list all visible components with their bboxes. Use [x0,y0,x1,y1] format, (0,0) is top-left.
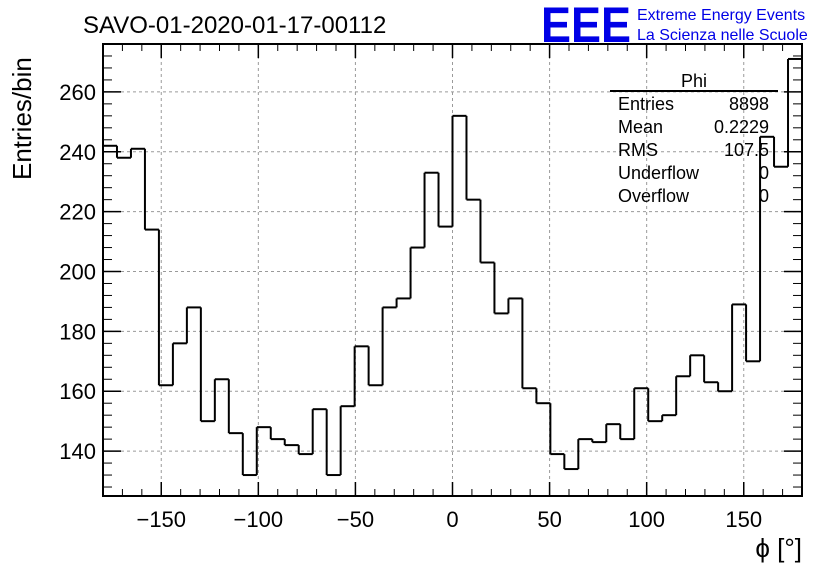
histogram-bin [633,387,649,440]
histogram-bin [255,426,271,476]
histogram-bin [437,172,453,228]
y-tick-label: 260 [59,80,96,105]
histogram-bin [493,262,509,315]
stats-value-entries: 8898 [729,94,769,114]
stats-title: Phi [681,71,707,91]
stats-label-entries: Entries [618,94,674,114]
histogram-bin [563,454,579,471]
histogram-bin [479,199,495,264]
x-tick-label: 100 [628,507,665,532]
x-tick-label: 150 [725,507,762,532]
y-axis-title: Entries/bin [7,57,37,180]
histogram-bin [241,433,257,477]
chart-title: SAVO-01-2020-01-17-00112 [83,12,386,39]
histogram-bin [339,405,355,476]
histogram-bin [787,57,802,167]
histogram-bin [171,342,187,386]
histogram-bars [103,57,802,477]
histogram-bin [157,229,173,387]
histogram-bin [269,427,285,441]
histogram-bin [703,355,719,384]
histogram-bin [367,346,383,387]
histogram-bin [549,403,565,456]
histogram-bin [325,409,341,477]
histogram-bin [451,114,467,227]
org-name-line2: La Scienza nelle Scuole [637,27,808,44]
histogram-bin [731,303,747,392]
histogram-bin [717,382,733,393]
y-tick-label: 200 [59,259,96,284]
tick-labels: −150 −100 −50 0 50 100 150 140 160 180 200 220 240 26… [59,80,762,532]
x-tick-label: 0 [446,507,458,532]
histogram-bin [675,375,691,416]
histogram-bin [297,445,313,456]
stats-value-underflow: 0 [759,163,769,183]
histogram-bin [689,354,705,377]
eee-logo: EEE [541,0,631,53]
stats-label-overflow: Overflow [618,186,690,206]
histogram-bin [577,438,593,470]
stats-label-rms: RMS [618,140,658,160]
histogram-bin [759,135,775,362]
y-tick-label: 140 [59,439,96,464]
grid-lines [103,44,802,496]
histogram-bin [409,246,425,299]
stats-label-mean: Mean [618,117,663,137]
histogram-bin [591,439,607,444]
histogram-bin [647,388,663,423]
axis-ticks [103,44,802,496]
histogram-bin [745,304,761,363]
histogram-bin [423,171,439,248]
histogram-bin [227,379,243,435]
histogram-bin [213,378,229,422]
histogram-bin [311,408,327,455]
y-tick-label: 180 [59,319,96,344]
x-tick-label: −50 [337,507,374,532]
histogram-bin [605,423,621,443]
stats-value-rms: 107.5 [724,140,769,160]
stats-label-underflow: Underflow [618,163,700,183]
histogram-bin [129,147,145,158]
histogram-bin [465,115,481,201]
x-axis-title: ϕ [°] [755,533,802,563]
y-tick-label: 160 [59,379,96,404]
histogram-bin [353,345,369,407]
stats-value-overflow: 0 [759,186,769,206]
histogram-bin [619,424,635,441]
histogram-bin [185,306,201,344]
y-tick-label: 240 [59,140,96,165]
histogram-bin [535,388,551,405]
histogram-bin [773,136,789,168]
x-tick-label: 50 [537,507,561,532]
histogram-bin [283,439,299,447]
histogram-bin [521,298,537,390]
histogram-bin [199,307,215,423]
histogram-bin [143,148,159,231]
stats-box: Phi Entries 8898 Mean 0.2229 RMS 107.5 U… [610,71,778,206]
x-tick-label: −100 [234,507,284,532]
y-tick-label: 220 [59,200,96,225]
org-name-line1: Extreme Energy Events [637,7,805,24]
histogram-bin [395,297,411,308]
x-tick-label: −150 [136,507,186,532]
stats-value-mean: 0.2229 [714,117,769,137]
histogram-bin [381,306,397,386]
histogram-bin [507,297,523,314]
histogram-bin [661,414,677,422]
